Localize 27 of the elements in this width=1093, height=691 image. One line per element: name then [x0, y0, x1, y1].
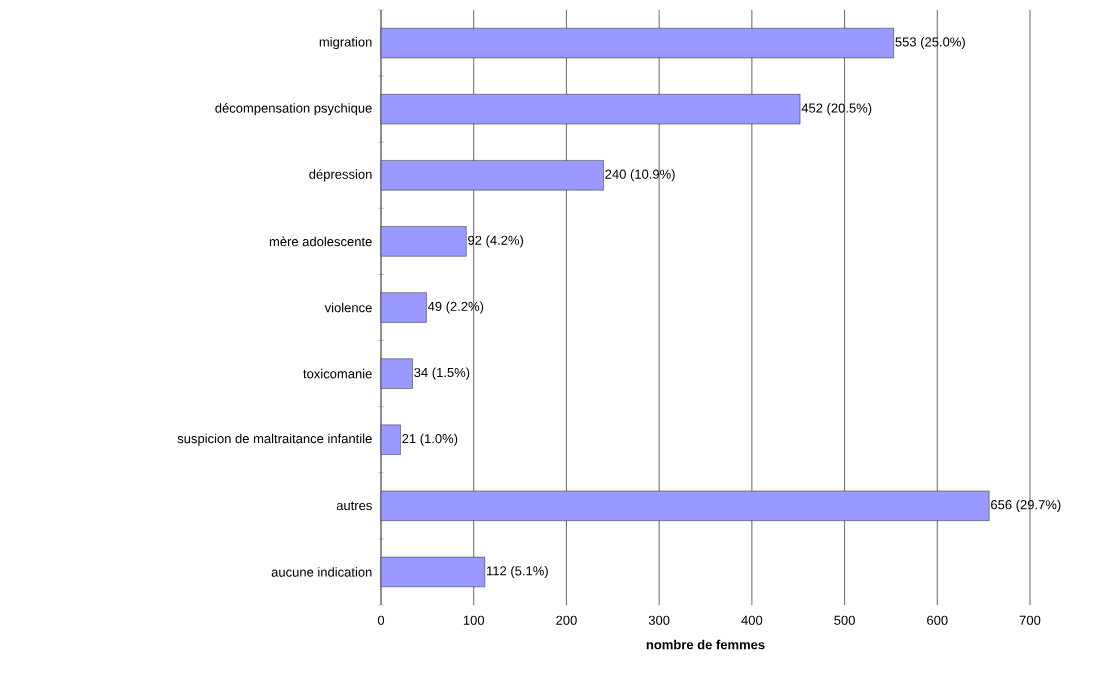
y-tick-label: toxicomanie [303, 368, 372, 379]
data-label: 656 (29.7%) [991, 499, 1061, 512]
x-tick-label: 500 [834, 615, 855, 625]
data-label: 452 (20.5%) [801, 103, 872, 116]
data-label: 49 (2.2%) [427, 301, 484, 314]
data-label: 112 (5.1%) [487, 565, 548, 578]
y-tick-label: autres [336, 501, 372, 511]
y-tick-label: suspicion de maltraitance infantile [177, 433, 372, 446]
y-tick-label: migration [319, 37, 372, 50]
x-tick-label: 300 [648, 615, 670, 625]
y-tick-label: décompensation psychique [215, 103, 372, 116]
y-tick-label: dépression [309, 169, 372, 182]
data-label: 21 (1.0%) [402, 433, 458, 446]
x-axis-title: nombre de femmes [646, 639, 765, 650]
y-tick-label: mère adolescente [269, 236, 372, 247]
data-label: 92 (4.2%) [468, 235, 524, 248]
y-tick-label: aucune indication [271, 567, 372, 577]
x-tick-label: 400 [741, 615, 763, 625]
data-label: 240 (10.9%) [605, 169, 675, 182]
x-tick-label: 700 [1019, 615, 1041, 625]
y-tick-label: violence [324, 302, 372, 313]
x-tick-label: 100 [463, 615, 485, 625]
x-tick-label: 0 [377, 615, 385, 625]
data-label: 34 (1.5%) [414, 367, 470, 380]
x-tick-label: 200 [556, 615, 577, 625]
x-tick-label: 600 [927, 615, 948, 625]
data-label: 553 (25.0%) [895, 37, 965, 50]
